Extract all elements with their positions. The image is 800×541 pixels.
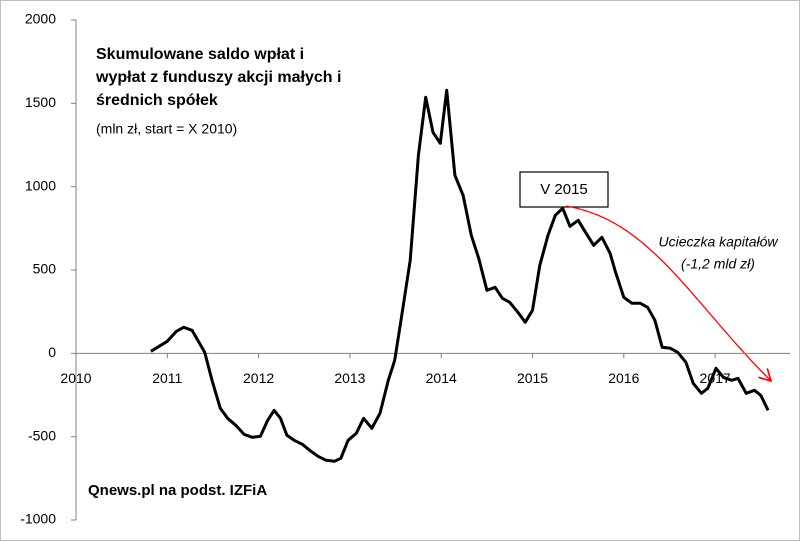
annotation: V 2015 [540,181,588,198]
annotation: (-1,2 mld zł) [681,256,755,272]
x-tick-label: 2011 [152,370,182,386]
x-tick-label: 2014 [426,370,457,386]
y-tick-label: -1000 [20,511,56,527]
y-tick-label: 1000 [25,177,56,193]
data-line [150,88,770,463]
chart-subtitle: (mln zł, start = X 2010) [96,121,237,137]
annotation: Ucieczka kapitałów [658,234,778,250]
y-tick-label: 1500 [25,94,56,110]
x-tick-label: 2013 [334,370,365,386]
chart-title: Skumulowane saldo wpłat i [96,46,304,63]
x-tick-label: 2016 [608,370,639,386]
y-tick-label: 500 [33,261,57,277]
x-tick-label: 2015 [517,370,548,386]
chart-title: średnich spółek [96,92,218,109]
annotation-arrow [565,205,770,380]
source: Qnews.pl na podst. IZFiA [88,482,267,499]
x-tick-label: 2017 [700,370,731,386]
x-tick-label: 2010 [60,370,91,386]
y-tick-label: -500 [28,427,56,443]
y-tick-label: 0 [48,344,56,360]
x-tick-label: 2012 [243,370,274,386]
y-tick-label: 2000 [25,11,56,27]
chart-title: wypłat z funduszy akcji małych i [95,69,341,86]
annotation-box [519,171,609,208]
